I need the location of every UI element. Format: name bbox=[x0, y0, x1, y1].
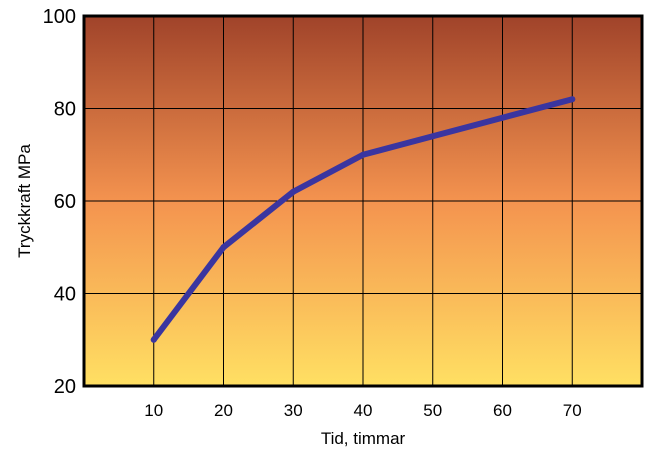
y-axis-title: Tryckkraft MPa bbox=[15, 144, 34, 258]
data-point bbox=[290, 188, 297, 195]
data-point bbox=[220, 244, 227, 251]
x-axis-title: Tid, timmar bbox=[321, 429, 406, 448]
x-tick-label: 60 bbox=[493, 401, 512, 420]
x-tick-label: 50 bbox=[423, 401, 442, 420]
y-tick-label: 40 bbox=[54, 284, 76, 306]
y-tick-label: 20 bbox=[54, 376, 76, 398]
data-point bbox=[569, 96, 576, 103]
y-tick-label: 100 bbox=[43, 6, 76, 28]
x-tick-label: 20 bbox=[214, 401, 233, 420]
tick-labels: 10 20 30 40 50 60 70 20 40 60 80 100 bbox=[43, 6, 582, 420]
data-point bbox=[499, 114, 506, 121]
data-point bbox=[360, 151, 366, 158]
x-tick-label: 30 bbox=[284, 401, 303, 420]
x-tick-label: 40 bbox=[354, 401, 373, 420]
x-tick-label: 70 bbox=[563, 401, 582, 420]
data-point bbox=[429, 133, 436, 140]
data-point bbox=[150, 336, 157, 343]
y-tick-label: 80 bbox=[54, 99, 76, 121]
y-tick-label: 60 bbox=[54, 191, 76, 213]
plot-frame bbox=[82, 14, 644, 388]
series-layer bbox=[150, 96, 576, 343]
x-tick-label: 10 bbox=[144, 401, 163, 420]
